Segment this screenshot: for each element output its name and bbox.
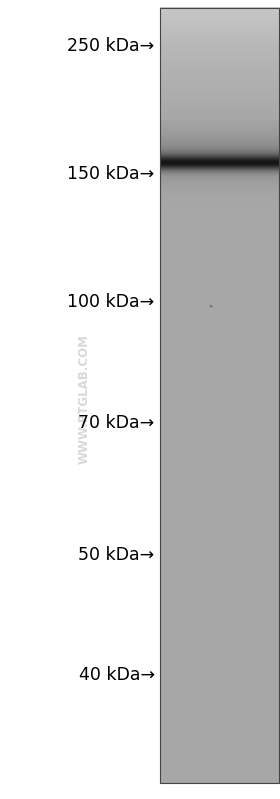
- Text: WWW.PTGLAB.COM: WWW.PTGLAB.COM: [78, 335, 90, 464]
- Bar: [160, 8, 279, 783]
- Text: 40 kDa→: 40 kDa→: [79, 666, 155, 684]
- Text: 150 kDa→: 150 kDa→: [67, 165, 155, 183]
- Text: 100 kDa→: 100 kDa→: [67, 293, 155, 311]
- Text: 250 kDa→: 250 kDa→: [67, 38, 155, 55]
- Text: 50 kDa→: 50 kDa→: [78, 547, 155, 564]
- Text: 70 kDa→: 70 kDa→: [78, 415, 155, 432]
